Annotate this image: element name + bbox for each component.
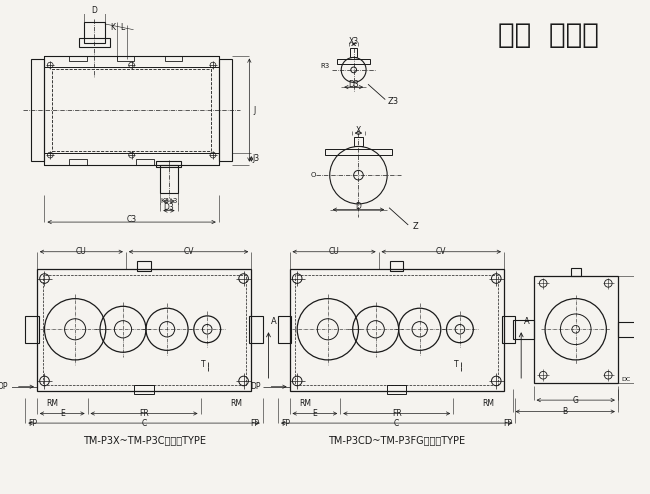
Text: DP: DP — [0, 382, 8, 391]
Bar — [70, 55, 86, 61]
Text: L: L — [120, 23, 124, 32]
Bar — [79, 39, 110, 47]
Text: CU: CU — [329, 247, 339, 256]
Text: RM: RM — [483, 400, 495, 409]
Text: A: A — [524, 317, 530, 326]
Text: TM-P3X~TM-P3C适用此TYPE: TM-P3X~TM-P3C适用此TYPE — [83, 435, 205, 445]
Text: A: A — [271, 317, 277, 326]
Text: X: X — [356, 125, 361, 135]
Text: J: J — [253, 106, 255, 115]
Text: CV: CV — [436, 247, 447, 256]
Bar — [534, 276, 618, 383]
Bar — [337, 59, 370, 64]
Bar — [618, 322, 635, 337]
Text: FR: FR — [392, 409, 402, 418]
Bar — [571, 268, 580, 276]
Bar — [117, 55, 135, 61]
Bar — [44, 153, 218, 165]
Text: T: T — [454, 360, 458, 369]
Text: K: K — [110, 23, 115, 32]
Bar — [502, 316, 515, 343]
Bar — [278, 316, 291, 343]
Text: FR: FR — [139, 409, 149, 418]
Bar — [44, 55, 218, 67]
Text: CV: CV — [183, 247, 194, 256]
Bar — [70, 159, 86, 165]
Bar — [635, 326, 643, 333]
Text: J3: J3 — [252, 155, 259, 164]
Bar — [513, 320, 534, 339]
Bar — [325, 149, 392, 155]
Bar — [390, 261, 404, 271]
Text: D: D — [356, 202, 361, 211]
Text: CU: CU — [76, 247, 86, 256]
Text: B: B — [563, 407, 567, 416]
Bar — [25, 316, 39, 343]
Bar — [165, 55, 183, 61]
Text: Z: Z — [413, 222, 419, 231]
Bar — [31, 59, 44, 161]
Bar — [157, 161, 181, 166]
Text: DC: DC — [621, 376, 631, 381]
Text: RM: RM — [299, 400, 311, 409]
Text: FP: FP — [503, 418, 512, 428]
Text: R3: R3 — [320, 63, 330, 69]
Text: X3: X3 — [348, 37, 359, 45]
Bar — [161, 165, 177, 193]
Text: D: D — [92, 6, 98, 15]
Bar — [84, 22, 105, 43]
Text: C3: C3 — [127, 215, 136, 224]
Text: RM: RM — [230, 400, 242, 409]
Bar — [52, 69, 211, 151]
Bar — [135, 385, 153, 394]
Bar — [44, 55, 218, 165]
Text: C: C — [142, 418, 147, 428]
Text: E: E — [60, 409, 64, 418]
Bar — [354, 137, 363, 146]
Bar — [218, 59, 232, 161]
Bar — [136, 159, 153, 165]
Text: FP: FP — [251, 418, 259, 428]
Bar — [289, 269, 504, 391]
Text: T: T — [201, 360, 205, 369]
Bar — [387, 385, 406, 394]
Bar — [350, 48, 358, 57]
Text: L3: L3 — [170, 198, 178, 204]
Text: FP: FP — [29, 418, 38, 428]
Text: D3: D3 — [348, 80, 359, 89]
Text: TM-P3CD~TM-P3FG适用此TYPE: TM-P3CD~TM-P3FG适用此TYPE — [328, 435, 465, 445]
Bar — [250, 316, 263, 343]
Text: D3: D3 — [164, 203, 174, 212]
Text: RM: RM — [46, 400, 58, 409]
Text: E: E — [313, 409, 317, 418]
Text: C: C — [394, 418, 399, 428]
Bar — [37, 269, 252, 391]
Text: G: G — [573, 396, 578, 405]
Text: 三段  平行轴: 三段 平行轴 — [497, 21, 599, 49]
Bar — [43, 275, 246, 385]
Text: FP: FP — [281, 418, 290, 428]
Text: K3: K3 — [161, 198, 170, 204]
Text: Z3: Z3 — [387, 97, 398, 106]
Bar — [295, 275, 498, 385]
Bar — [137, 261, 151, 271]
Text: DP: DP — [250, 382, 261, 391]
Text: O: O — [311, 172, 317, 178]
